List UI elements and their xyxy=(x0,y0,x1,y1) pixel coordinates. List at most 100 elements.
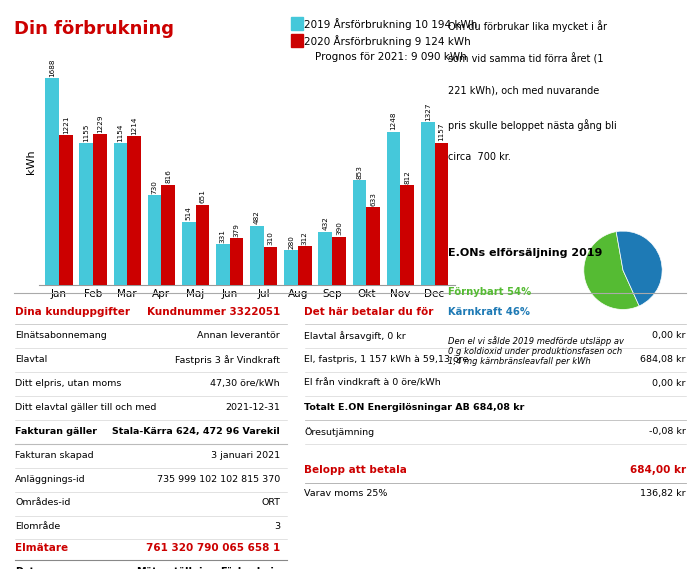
Y-axis label: kWh: kWh xyxy=(26,150,36,175)
Text: Elmätare: Elmätare xyxy=(15,543,69,554)
Bar xyxy=(284,250,298,284)
Text: Fakturan gäller: Fakturan gäller xyxy=(15,427,97,436)
Text: 1688: 1688 xyxy=(49,58,55,77)
Bar xyxy=(353,180,366,284)
Text: 735 999 102 102 815 370: 735 999 102 102 815 370 xyxy=(157,475,280,484)
Text: Elområde: Elområde xyxy=(15,522,61,531)
Text: 812: 812 xyxy=(404,170,410,184)
Text: 1157: 1157 xyxy=(438,123,444,142)
Text: Annan leverantör: Annan leverantör xyxy=(197,331,280,340)
Text: 1229: 1229 xyxy=(97,114,103,133)
Text: 312: 312 xyxy=(302,231,308,245)
Text: 482: 482 xyxy=(254,210,260,224)
Bar xyxy=(298,246,312,284)
Text: Stala-Kärra 624, 472 96 Varekil: Stala-Kärra 624, 472 96 Varekil xyxy=(112,427,280,436)
Text: Elavtal: Elavtal xyxy=(15,355,48,364)
Bar xyxy=(318,232,332,284)
Wedge shape xyxy=(584,232,639,310)
Bar xyxy=(421,122,435,284)
Text: 221 kWh), och med nuvarande: 221 kWh), och med nuvarande xyxy=(448,86,599,96)
Text: 2021-12-31: 2021-12-31 xyxy=(225,403,280,412)
Bar xyxy=(113,143,127,284)
Text: 684,00 kr: 684,00 kr xyxy=(630,465,686,475)
Bar xyxy=(46,78,59,284)
Text: 136,82 kr: 136,82 kr xyxy=(640,489,686,498)
Text: 651: 651 xyxy=(199,189,205,203)
Bar xyxy=(264,246,277,284)
Text: 331: 331 xyxy=(220,229,226,242)
Text: Förnybart 54%: Förnybart 54% xyxy=(448,287,531,298)
Text: 1221: 1221 xyxy=(63,115,69,134)
Text: Fastpris 3 år Vindkraft: Fastpris 3 år Vindkraft xyxy=(175,355,280,365)
Bar xyxy=(162,185,175,284)
Bar xyxy=(250,225,264,284)
Bar xyxy=(400,185,414,284)
Text: Din förbrukning: Din förbrukning xyxy=(14,20,174,38)
Text: 379: 379 xyxy=(234,223,239,237)
Bar xyxy=(182,221,195,284)
Text: Kundnummer 3322051: Kundnummer 3322051 xyxy=(147,307,280,318)
Text: 1327: 1327 xyxy=(425,102,430,121)
Text: 2019 Årsförbrukning 10 194 kWh: 2019 Årsförbrukning 10 194 kWh xyxy=(304,18,478,30)
Text: 47,30 öre/kWh: 47,30 öre/kWh xyxy=(211,379,280,388)
Text: 1214: 1214 xyxy=(131,116,137,134)
Text: circa  700 kr.: circa 700 kr. xyxy=(448,152,511,162)
Text: Varav moms 25%: Varav moms 25% xyxy=(304,489,388,498)
Wedge shape xyxy=(616,231,662,306)
Text: 3 januari 2021: 3 januari 2021 xyxy=(211,451,280,460)
Text: Områdes-id: Områdes-id xyxy=(15,498,71,508)
Bar xyxy=(216,244,230,284)
Text: Ditt elpris, utan moms: Ditt elpris, utan moms xyxy=(15,379,122,388)
Text: 310: 310 xyxy=(267,231,274,245)
Text: 761 320 790 065 658 1: 761 320 790 065 658 1 xyxy=(146,543,280,554)
Text: E.ONs elförsäljning 2019: E.ONs elförsäljning 2019 xyxy=(448,248,603,258)
Text: 0,00 kr: 0,00 kr xyxy=(652,331,686,340)
Text: 1155: 1155 xyxy=(83,123,90,142)
Text: pris skulle beloppet nästa gång bli: pris skulle beloppet nästa gång bli xyxy=(448,119,617,131)
Text: 514: 514 xyxy=(186,207,192,220)
Text: som vid samma tid förra året (1: som vid samma tid förra året (1 xyxy=(448,53,603,64)
Text: Anläggnings-id: Anläggnings-id xyxy=(15,475,86,484)
Bar xyxy=(366,207,380,284)
Bar xyxy=(93,134,107,284)
Bar xyxy=(230,238,244,284)
Text: Elavtal årsavgift, 0 kr: Elavtal årsavgift, 0 kr xyxy=(304,331,406,341)
Bar xyxy=(59,135,73,284)
Text: Förbrukning: Förbrukning xyxy=(220,567,288,569)
Text: Dina kunduppgifter: Dina kunduppgifter xyxy=(15,307,130,318)
Bar xyxy=(195,205,209,284)
Text: 684,08 kr: 684,08 kr xyxy=(640,355,686,364)
Text: 390: 390 xyxy=(336,221,342,236)
Text: Totalt E.ON Energilösningar AB 684,08 kr: Totalt E.ON Energilösningar AB 684,08 kr xyxy=(304,403,525,412)
Text: 280: 280 xyxy=(288,235,294,249)
Bar xyxy=(127,136,141,284)
Text: ORT: ORT xyxy=(261,498,280,508)
Text: Mätarställning: Mätarställning xyxy=(136,567,217,569)
Text: Belopp att betala: Belopp att betala xyxy=(304,465,407,475)
Text: El, fastpris, 1 157 kWh à 59,13 öre: El, fastpris, 1 157 kWh à 59,13 öre xyxy=(304,355,469,364)
Bar xyxy=(148,195,162,284)
Text: Prognos för 2021: 9 090 kWh: Prognos för 2021: 9 090 kWh xyxy=(315,52,467,63)
Text: Det här betalar du för: Det här betalar du för xyxy=(304,307,434,318)
Bar xyxy=(386,132,400,284)
Text: 730: 730 xyxy=(152,180,158,193)
Bar xyxy=(80,143,93,284)
Text: Den el vi sålde 2019 medförde utsläpp av
0 g koldioxid under produktionsfasen oc: Den el vi sålde 2019 medförde utsläpp av… xyxy=(448,336,624,366)
Text: 0,00 kr: 0,00 kr xyxy=(652,379,686,388)
Text: 432: 432 xyxy=(322,216,328,230)
Text: Fakturan skapad: Fakturan skapad xyxy=(15,451,94,460)
Text: Öresutjämning: Öresutjämning xyxy=(304,427,374,436)
Text: Elnätsabonnemang: Elnätsabonnemang xyxy=(15,331,107,340)
Text: 1154: 1154 xyxy=(118,123,123,142)
Bar xyxy=(435,143,448,284)
Text: Ditt elavtal gäller till och med: Ditt elavtal gäller till och med xyxy=(15,403,157,412)
Text: Om du förbrukar lika mycket i år: Om du förbrukar lika mycket i år xyxy=(448,20,607,32)
Text: -0,08 kr: -0,08 kr xyxy=(649,427,686,436)
Text: El från vindkraft à 0 öre/kWh: El från vindkraft à 0 öre/kWh xyxy=(304,379,441,388)
Text: 3: 3 xyxy=(274,522,280,531)
Text: 816: 816 xyxy=(165,170,172,183)
Text: Datum: Datum xyxy=(15,567,52,569)
Bar xyxy=(332,237,346,284)
Text: 2020 Årsförbrukning 9 124 kWh: 2020 Årsförbrukning 9 124 kWh xyxy=(304,35,471,47)
Text: 1248: 1248 xyxy=(391,112,396,130)
